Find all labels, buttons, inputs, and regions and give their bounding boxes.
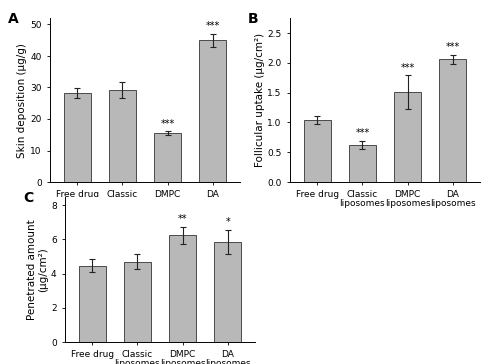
Bar [214, 242, 242, 342]
Bar [64, 93, 90, 182]
Text: ***: *** [206, 21, 220, 32]
Bar [78, 266, 106, 342]
Text: C: C [23, 191, 34, 205]
Text: ***: *** [446, 42, 460, 52]
Bar [394, 92, 421, 182]
Y-axis label: Skin deposition (μg/g): Skin deposition (μg/g) [18, 43, 28, 158]
Bar [200, 40, 226, 182]
Text: ***: *** [356, 128, 370, 138]
Text: A: A [8, 12, 19, 25]
Bar [169, 235, 196, 342]
Text: **: ** [178, 214, 188, 224]
Bar [109, 90, 136, 182]
Text: ***: *** [160, 119, 174, 128]
Bar [154, 133, 181, 182]
Bar [349, 145, 376, 182]
Text: B: B [248, 12, 259, 25]
Text: ***: *** [400, 63, 414, 73]
Bar [304, 120, 330, 182]
Text: *: * [226, 217, 230, 228]
Y-axis label: Follicular uptake (μg/cm²): Follicular uptake (μg/cm²) [254, 33, 264, 167]
Bar [440, 59, 466, 182]
Bar [124, 262, 151, 342]
Y-axis label: Penetrated amount
(μg/cm²): Penetrated amount (μg/cm²) [26, 219, 48, 320]
